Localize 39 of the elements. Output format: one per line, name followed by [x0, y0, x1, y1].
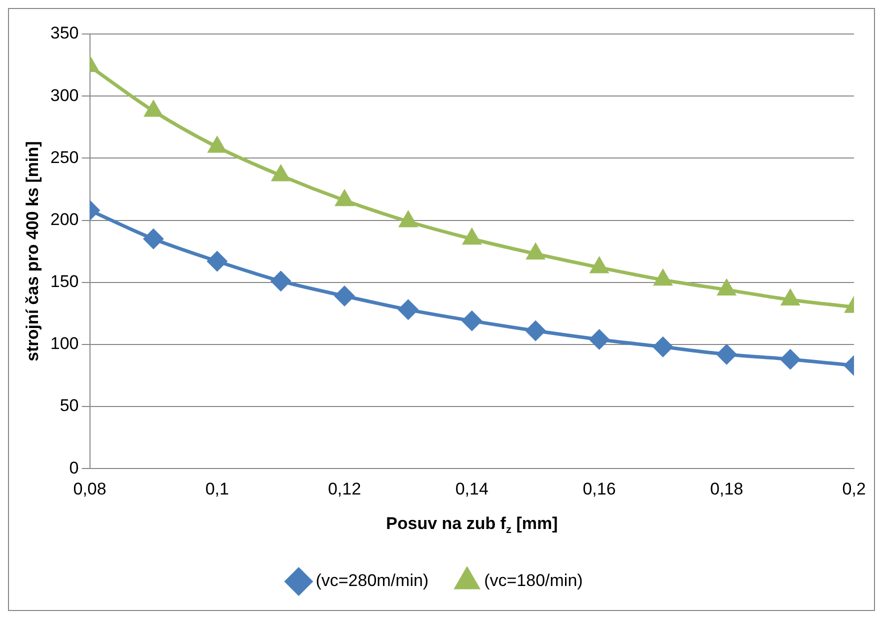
point	[526, 321, 546, 341]
x-tick-label: 0,18	[710, 479, 744, 498]
y-tick-label: 350	[50, 24, 79, 43]
y-tick-label: 0	[69, 458, 79, 478]
point	[400, 212, 417, 228]
point	[654, 270, 672, 286]
y-tick-label: 200	[50, 210, 79, 229]
point	[144, 101, 162, 117]
point	[336, 190, 354, 206]
point	[271, 271, 291, 291]
x-tick-label: 0,12	[328, 479, 362, 498]
point	[718, 280, 736, 296]
x-tick-label: 0,08	[73, 479, 106, 498]
point	[398, 300, 418, 320]
y-axis-title: strojní čas pro 400 ks [min]	[22, 141, 42, 362]
point	[590, 330, 610, 350]
y-tick-label: 100	[50, 334, 79, 354]
point	[272, 166, 290, 182]
legend-label: (vc=280m/min)	[316, 571, 429, 590]
point	[462, 311, 482, 331]
point	[208, 137, 226, 153]
legend-label: (vc=180/min)	[484, 571, 583, 590]
x-tick-label: 0,2	[842, 479, 866, 498]
x-tick-label: 0,1	[205, 479, 229, 498]
y-tick-label: 50	[60, 396, 79, 416]
x-tick-label: 0,16	[582, 479, 616, 498]
y-tick-label: 150	[50, 272, 79, 292]
point	[463, 229, 481, 245]
point	[653, 337, 673, 357]
point	[207, 251, 227, 271]
point	[716, 344, 736, 364]
y-tick-label: 300	[50, 86, 79, 105]
x-tick-label: 0,14	[455, 479, 488, 498]
y-tick-label: 250	[50, 148, 79, 167]
point	[144, 229, 164, 249]
point	[334, 286, 354, 306]
point	[780, 350, 800, 370]
point	[526, 244, 544, 260]
point	[590, 258, 608, 274]
